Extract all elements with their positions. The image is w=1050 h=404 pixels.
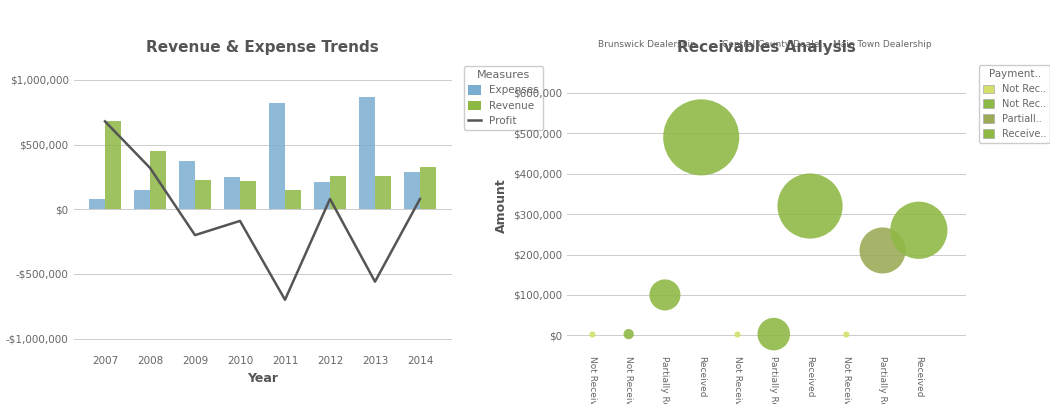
Title: Receivables Analysis: Receivables Analysis	[677, 40, 856, 55]
Bar	[180, 162, 195, 209]
Bar	[134, 190, 150, 209]
Bar	[359, 97, 375, 209]
Bar	[150, 151, 166, 209]
Point	[584, 331, 601, 338]
Point	[621, 331, 637, 337]
Y-axis label: Amount: Amount	[495, 179, 507, 234]
Point	[656, 292, 673, 298]
Legend: Not Rec.., Not Rec.., Partiall.., Receive..: Not Rec.., Not Rec.., Partiall.., Receiv…	[979, 65, 1050, 143]
Bar	[404, 172, 420, 209]
Bar	[330, 176, 345, 209]
Bar	[240, 181, 256, 209]
Bar	[195, 179, 211, 209]
Point	[765, 331, 782, 337]
Bar	[285, 190, 300, 209]
Bar	[420, 166, 436, 209]
Point	[875, 247, 891, 254]
Legend: Expenses, Revenue, Profit: Expenses, Revenue, Profit	[464, 66, 543, 130]
Point	[729, 331, 746, 338]
Bar	[314, 182, 330, 209]
Text: Brunswick Dealership: Brunswick Dealership	[597, 40, 696, 49]
Point	[693, 134, 710, 141]
Point	[910, 227, 927, 234]
Bar	[89, 199, 105, 209]
Text: Main Town Dealership: Main Town Dealership	[834, 40, 932, 49]
Text: Central County Deale..: Central County Deale..	[722, 40, 825, 49]
Bar	[105, 121, 121, 209]
Bar	[269, 103, 285, 209]
X-axis label: Year: Year	[247, 372, 278, 385]
Point	[801, 203, 818, 209]
Bar	[375, 176, 391, 209]
Bar	[225, 177, 240, 209]
Point	[838, 331, 855, 338]
Title: Revenue & Expense Trends: Revenue & Expense Trends	[146, 40, 379, 55]
